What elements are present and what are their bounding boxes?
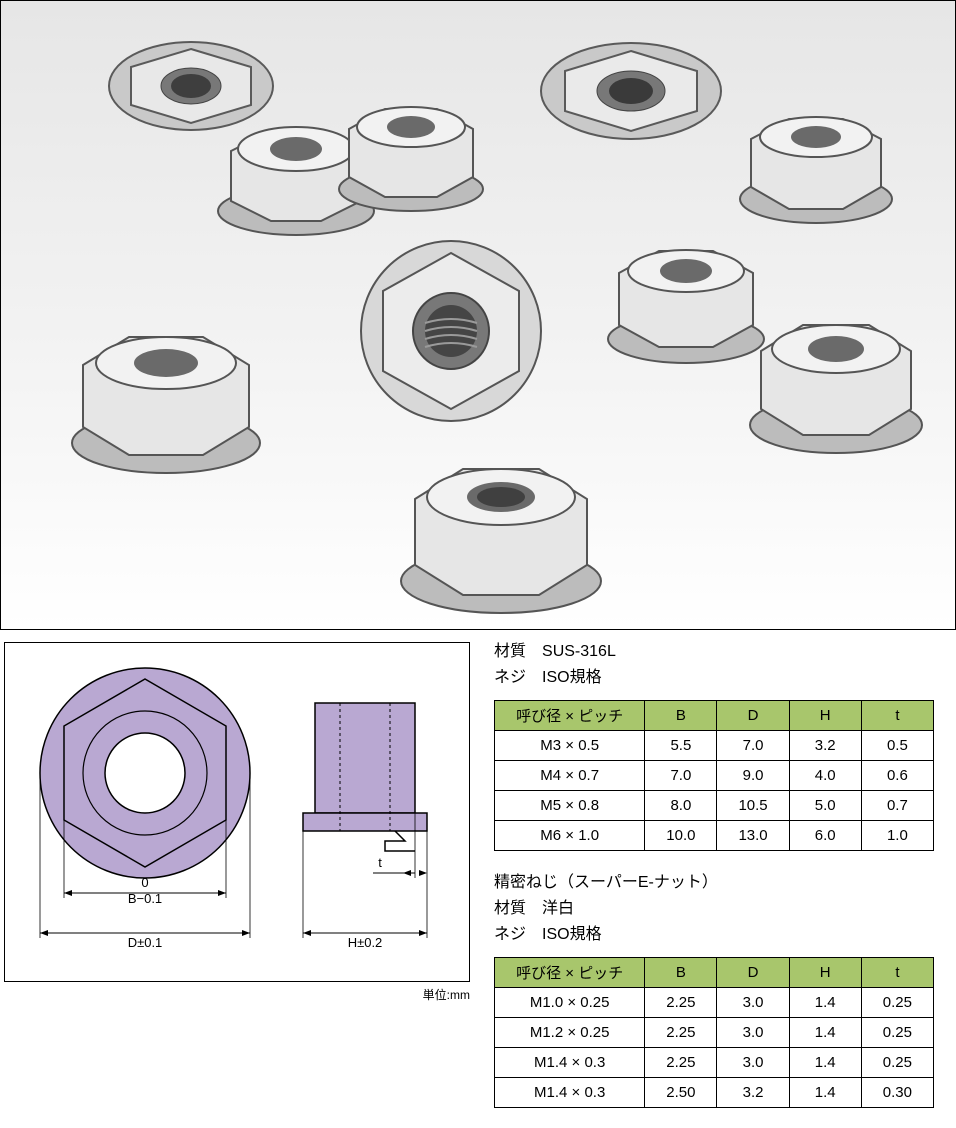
cell: 1.4 [789, 1018, 861, 1048]
dim-d: D±0.1 [105, 935, 185, 950]
cell: 1.4 [789, 988, 861, 1018]
nut-icon [351, 231, 551, 441]
cell: 3.0 [717, 1048, 789, 1078]
table-row: M4 × 0.7 7.0 9.0 4.0 0.6 [495, 761, 934, 791]
meta-value: SUS-316L [542, 643, 616, 660]
table-row: M1.2 × 0.25 2.25 3.0 1.4 0.25 [495, 1018, 934, 1048]
meta-value: 洋白 [542, 900, 574, 917]
nut-icon [391, 421, 611, 621]
unit-label: 単位:mm [4, 986, 474, 1003]
spec-table-2: 呼び径 × ピッチ B D H t M1.0 × 0.25 2.25 3.0 1… [494, 957, 934, 1108]
cell: 0.25 [861, 1048, 933, 1078]
table-header: B [645, 958, 717, 988]
nut-icon [741, 281, 931, 461]
cell: M1.4 × 0.3 [495, 1078, 645, 1108]
cell: M3 × 0.5 [495, 731, 645, 761]
meta-label: 材質 [494, 643, 526, 660]
cell: M1.0 × 0.25 [495, 988, 645, 1018]
cell: 7.0 [645, 761, 717, 791]
table-header: H [789, 958, 861, 988]
dim-h: H±0.2 [325, 935, 405, 950]
cell: 2.25 [645, 988, 717, 1018]
cell: M1.4 × 0.3 [495, 1048, 645, 1078]
table-row: M1.0 × 0.25 2.25 3.0 1.4 0.25 [495, 988, 934, 1018]
nut-icon [731, 81, 901, 231]
cell: 7.0 [717, 731, 789, 761]
cell: M5 × 0.8 [495, 791, 645, 821]
meta-value: ISO規格 [542, 669, 602, 686]
dim-b-upper: 0 [115, 875, 175, 890]
dim-b-lower: B−0.1 [105, 891, 185, 906]
cell: 0.25 [861, 1018, 933, 1048]
nut-icon [531, 31, 731, 151]
meta-label: 材質 [494, 900, 526, 917]
cell: 2.25 [645, 1018, 717, 1048]
spec-table-1: 呼び径 × ピッチ B D H t M3 × 0.5 5.5 7.0 3.2 0… [494, 700, 934, 851]
table-header: t [861, 958, 933, 988]
cell: M6 × 1.0 [495, 821, 645, 851]
dimension-diagram: 0 B−0.1 D±0.1 H±0.2 t [4, 642, 470, 982]
cell: 3.2 [717, 1078, 789, 1108]
cell: 0.25 [861, 988, 933, 1018]
cell: 2.50 [645, 1078, 717, 1108]
table-row: M5 × 0.8 8.0 10.5 5.0 0.7 [495, 791, 934, 821]
table-row: M3 × 0.5 5.5 7.0 3.2 0.5 [495, 731, 934, 761]
cell: 1.0 [861, 821, 933, 851]
cell: 2.25 [645, 1048, 717, 1078]
cell: 0.7 [861, 791, 933, 821]
cell: 0.5 [861, 731, 933, 761]
table-row: M6 × 1.0 10.0 13.0 6.0 1.0 [495, 821, 934, 851]
cell: 8.0 [645, 791, 717, 821]
cell: 6.0 [789, 821, 861, 851]
cell: 3.0 [717, 988, 789, 1018]
cell: 13.0 [717, 821, 789, 851]
cell: M1.2 × 0.25 [495, 1018, 645, 1048]
cell: 9.0 [717, 761, 789, 791]
cell: 10.5 [717, 791, 789, 821]
cell: 0.6 [861, 761, 933, 791]
meta-title: 精密ねじ（スーパーE-ナット） [494, 871, 944, 895]
cell: M4 × 0.7 [495, 761, 645, 791]
cell: 1.4 [789, 1078, 861, 1108]
cell: 1.4 [789, 1048, 861, 1078]
cell: 4.0 [789, 761, 861, 791]
table-header: H [789, 701, 861, 731]
table-row: M1.4 × 0.3 2.50 3.2 1.4 0.30 [495, 1078, 934, 1108]
table-header: D [717, 701, 789, 731]
cell: 10.0 [645, 821, 717, 851]
cell: 3.0 [717, 1018, 789, 1048]
meta-value: ISO規格 [542, 926, 602, 943]
cell: 3.2 [789, 731, 861, 761]
meta-label: ネジ [494, 669, 526, 686]
meta-label: ネジ [494, 926, 526, 943]
cell: 0.30 [861, 1078, 933, 1108]
nut-icon [61, 291, 271, 481]
cell: 5.5 [645, 731, 717, 761]
nut-icon [331, 71, 491, 221]
table-row: M1.4 × 0.3 2.25 3.0 1.4 0.25 [495, 1048, 934, 1078]
table-header: 呼び径 × ピッチ [495, 958, 645, 988]
section1-meta: 材質 SUS-316L ネジ ISO規格 [494, 640, 944, 690]
product-photo [0, 0, 956, 630]
table-header: t [861, 701, 933, 731]
dim-t: t [365, 855, 395, 870]
table-header: B [645, 701, 717, 731]
table-header: D [717, 958, 789, 988]
cell: 5.0 [789, 791, 861, 821]
section2-meta: 精密ねじ（スーパーE-ナット） 材質 洋白 ネジ ISO規格 [494, 871, 944, 947]
table-header: 呼び径 × ピッチ [495, 701, 645, 731]
